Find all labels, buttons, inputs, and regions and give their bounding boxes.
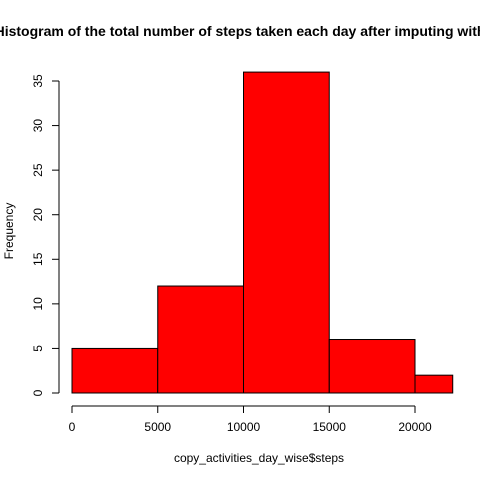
histogram-bar-2 — [243, 71, 330, 394]
y-tick-label-6: 30 — [31, 119, 45, 133]
x-tick-label-2: 10000 — [227, 420, 261, 434]
y-axis-label: Frequency — [2, 203, 16, 260]
x-axis-label: copy_activities_day_wise$steps — [174, 451, 344, 465]
x-tick-label-1: 5000 — [144, 420, 171, 434]
x-tick-label-3: 15000 — [313, 420, 347, 434]
y-axis: 0 5 10 15 20 25 30 35 — [31, 74, 60, 396]
chart-title: Histogram of the total number of steps t… — [0, 23, 480, 39]
x-axis: 0 5000 10000 15000 20000 — [69, 405, 432, 434]
y-tick-label-1: 5 — [31, 345, 45, 352]
y-tick-label-4: 20 — [31, 208, 45, 222]
x-tick-label-4: 20000 — [398, 420, 432, 434]
y-tick-label-2: 10 — [31, 297, 45, 311]
histogram-bar-0 — [71, 347, 159, 394]
y-tick-label-5: 25 — [31, 163, 45, 177]
x-tick-label-0: 0 — [69, 420, 76, 434]
y-tick-label-7: 35 — [31, 74, 45, 88]
histogram-bar-4 — [414, 374, 454, 394]
y-tick-label-0: 0 — [31, 389, 45, 396]
histogram-bar-3 — [328, 339, 416, 394]
bars-group — [71, 71, 454, 394]
histogram-bar-1 — [157, 285, 244, 394]
y-tick-label-3: 15 — [31, 252, 45, 266]
